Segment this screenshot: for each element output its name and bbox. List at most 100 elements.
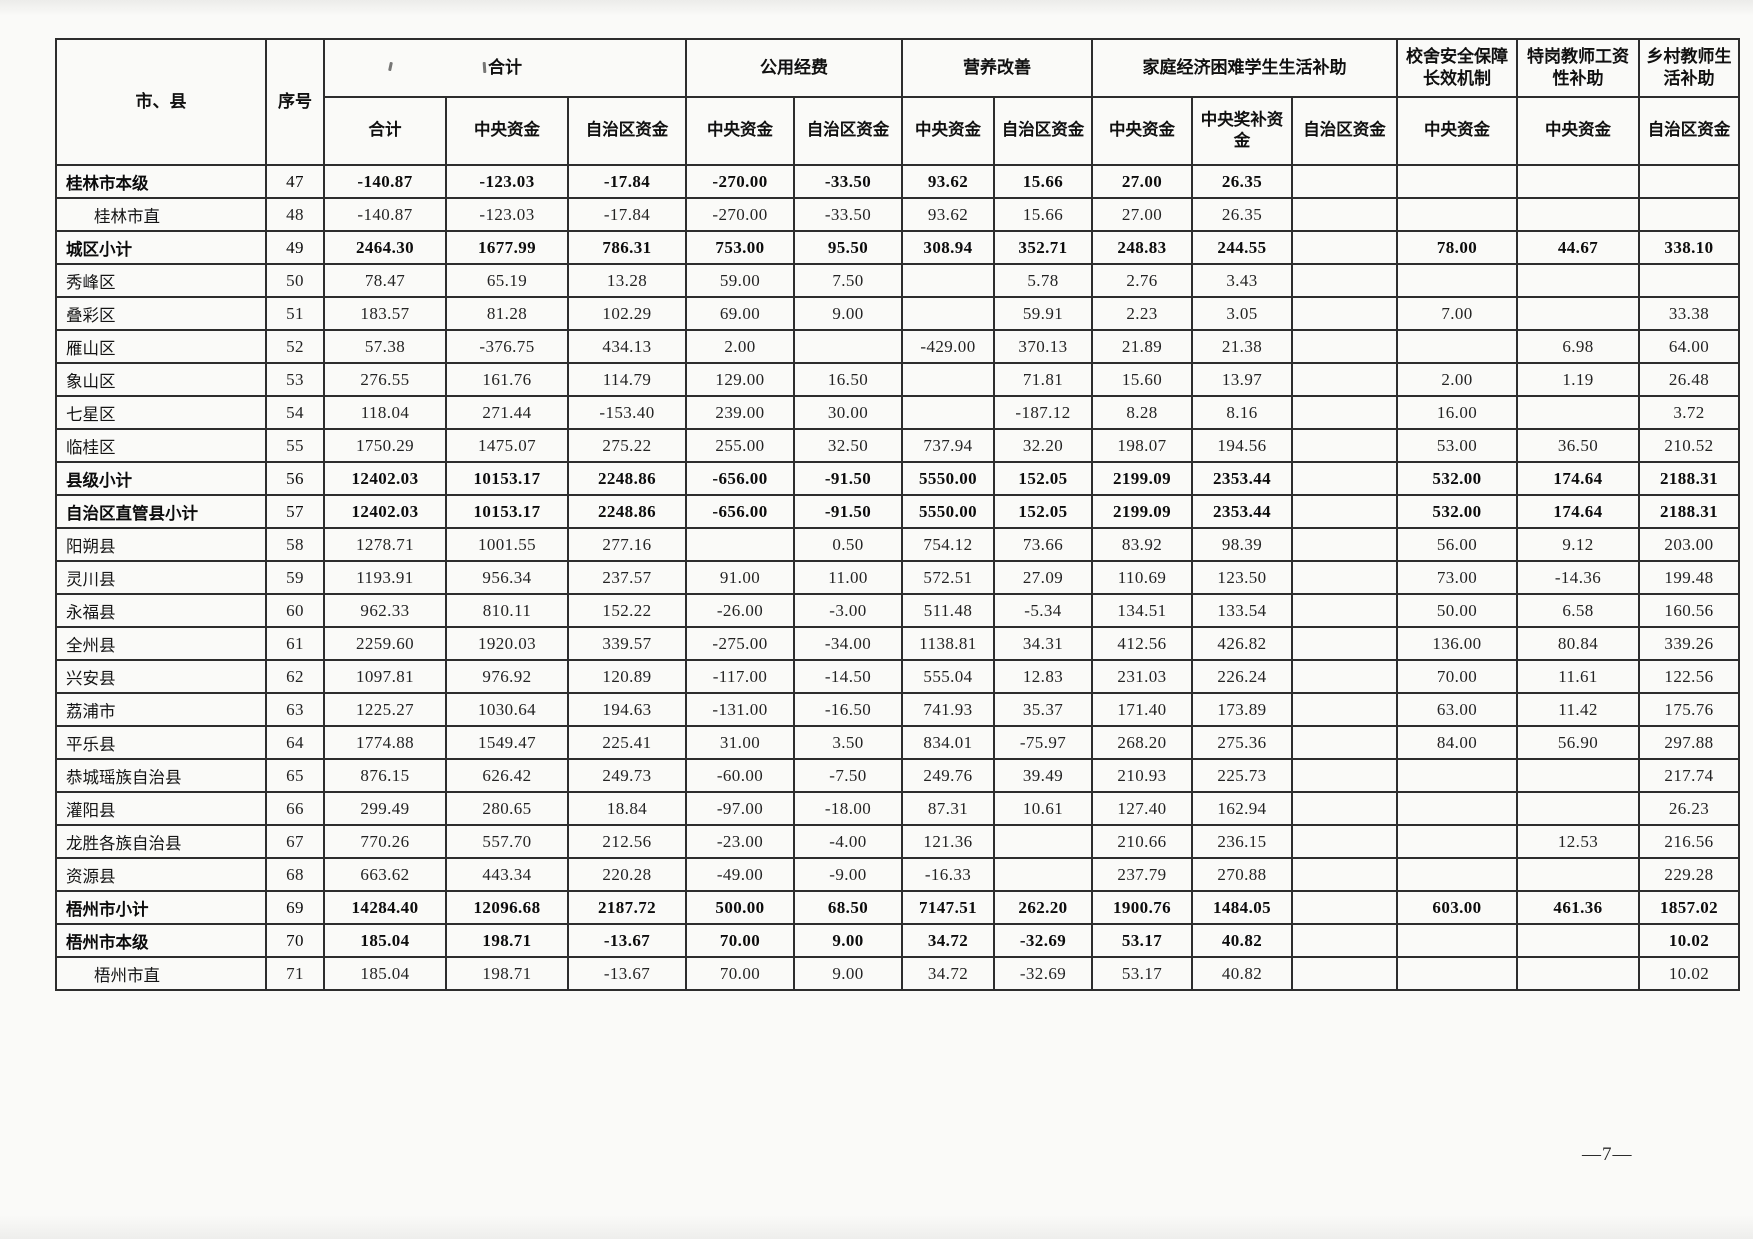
value-cell: -91.50: [793, 461, 903, 496]
value-cell: 339.26: [1638, 626, 1740, 661]
value-cell: 2.76: [1091, 263, 1193, 298]
table-row: 全州县 61 2259.60 1920.03 339.57 -275.00 -34.00 11…: [55, 626, 1740, 661]
value-cell: 217.74: [1638, 758, 1740, 793]
value-cell: 741.93: [901, 692, 995, 727]
value-cell: 18.84: [567, 791, 687, 826]
value-cell: 248.83: [1091, 230, 1193, 265]
value-cell: 14284.40: [323, 890, 447, 925]
value-cell: -34.00: [793, 626, 903, 661]
value-cell: 338.10: [1638, 230, 1740, 265]
value-cell: [1291, 197, 1398, 232]
page-number: —7—: [1582, 1144, 1633, 1165]
value-cell: 53.17: [1091, 956, 1193, 991]
value-cell: 412.56: [1091, 626, 1193, 661]
table-row: 灌阳县 66 299.49 280.65 18.84 -97.00 -18.00 87.31 1…: [55, 791, 1740, 826]
value-cell: 225.73: [1191, 758, 1293, 793]
value-cell: 753.00: [685, 230, 795, 265]
value-cell: 1278.71: [323, 527, 447, 562]
value-cell: -97.00: [685, 791, 795, 826]
value-cell: 2.23: [1091, 296, 1193, 331]
value-cell: [993, 824, 1093, 859]
value-cell: 11.00: [793, 560, 903, 595]
value-cell: [1291, 791, 1398, 826]
value-cell: -9.00: [793, 857, 903, 892]
col-header-region-fund: 自治区资金: [567, 96, 687, 166]
table-row: 七星区 54 118.04 271.44 -153.40 239.00 30.00 -187.…: [55, 395, 1740, 430]
value-cell: 834.01: [901, 725, 995, 760]
table-header: 市、县 序号 合计 公用经费 营养改善 家庭经济困难学生生活补助 校舍安全保障长…: [55, 38, 1740, 166]
table-row: 象山区 53 276.55 161.76 114.79 129.00 16.50 71.81 1…: [55, 362, 1740, 397]
row-seq: 66: [265, 791, 325, 826]
group-header-building-safety: 校舍安全保障长效机制: [1396, 38, 1518, 98]
value-cell: -3.00: [793, 593, 903, 628]
value-cell: [1396, 824, 1518, 859]
col-header-region-fund: 自治区资金: [1291, 96, 1398, 166]
value-cell: -16.50: [793, 692, 903, 727]
value-cell: -153.40: [567, 395, 687, 430]
value-cell: 262.20: [993, 890, 1093, 925]
row-name: 秀峰区: [55, 263, 267, 298]
value-cell: 10153.17: [445, 461, 569, 496]
value-cell: 136.00: [1396, 626, 1518, 661]
value-cell: 171.40: [1091, 692, 1193, 727]
value-cell: 39.49: [993, 758, 1093, 793]
budget-table: 市、县 序号 合计 公用经费 营养改善 家庭经济困难学生生活补助 校舍安全保障长…: [55, 38, 1740, 991]
row-name: 雁山区: [55, 329, 267, 364]
value-cell: 1030.64: [445, 692, 569, 727]
value-cell: 36.50: [1516, 428, 1640, 463]
value-cell: 532.00: [1396, 461, 1518, 496]
table-row: 桂林市本级 47 -140.87 -123.03 -17.84 -270.00 -33.50…: [55, 164, 1740, 199]
row-seq: 71: [265, 956, 325, 991]
value-cell: -140.87: [323, 164, 447, 199]
value-cell: 53.00: [1396, 428, 1518, 463]
value-cell: 237.57: [567, 560, 687, 595]
value-cell: 120.89: [567, 659, 687, 694]
value-cell: -17.84: [567, 197, 687, 232]
value-cell: -49.00: [685, 857, 795, 892]
row-name: 恭城瑶族自治县: [55, 758, 267, 793]
row-seq: 68: [265, 857, 325, 892]
value-cell: 183.57: [323, 296, 447, 331]
value-cell: 10.02: [1638, 923, 1740, 958]
value-cell: [1291, 824, 1398, 859]
value-cell: 34.31: [993, 626, 1093, 661]
row-name: 象山区: [55, 362, 267, 397]
value-cell: 26.48: [1638, 362, 1740, 397]
value-cell: [1516, 758, 1640, 793]
row-name: 永福县: [55, 593, 267, 628]
row-seq: 62: [265, 659, 325, 694]
row-seq: 60: [265, 593, 325, 628]
value-cell: 370.13: [993, 329, 1093, 364]
value-cell: -656.00: [685, 461, 795, 496]
value-cell: 95.50: [793, 230, 903, 265]
value-cell: 299.49: [323, 791, 447, 826]
value-cell: 2188.31: [1638, 461, 1740, 496]
value-cell: -91.50: [793, 494, 903, 529]
value-cell: 2259.60: [323, 626, 447, 661]
value-cell: 173.89: [1191, 692, 1293, 727]
group-header-special-post-teacher: 特岗教师工资性补助: [1516, 38, 1640, 98]
value-cell: 557.70: [445, 824, 569, 859]
table-row: 资源县 68 663.62 443.34 220.28 -49.00 -9.00 -16.33…: [55, 857, 1740, 892]
value-cell: 21.38: [1191, 329, 1293, 364]
value-cell: 2.00: [685, 329, 795, 364]
row-name: 阳朔县: [55, 527, 267, 562]
value-cell: -7.50: [793, 758, 903, 793]
value-cell: 626.42: [445, 758, 569, 793]
value-cell: 27.00: [1091, 197, 1193, 232]
row-seq: 49: [265, 230, 325, 265]
value-cell: [1396, 263, 1518, 298]
value-cell: [1291, 164, 1398, 199]
value-cell: 12.53: [1516, 824, 1640, 859]
value-cell: [1516, 395, 1640, 430]
value-cell: 114.79: [567, 362, 687, 397]
value-cell: -13.67: [567, 956, 687, 991]
row-seq: 63: [265, 692, 325, 727]
value-cell: 229.28: [1638, 857, 1740, 892]
value-cell: 3.72: [1638, 395, 1740, 430]
value-cell: [1396, 956, 1518, 991]
col-header-central-fund: 中央资金: [1396, 96, 1518, 166]
value-cell: 68.50: [793, 890, 903, 925]
value-cell: -33.50: [793, 197, 903, 232]
value-cell: 87.31: [901, 791, 995, 826]
